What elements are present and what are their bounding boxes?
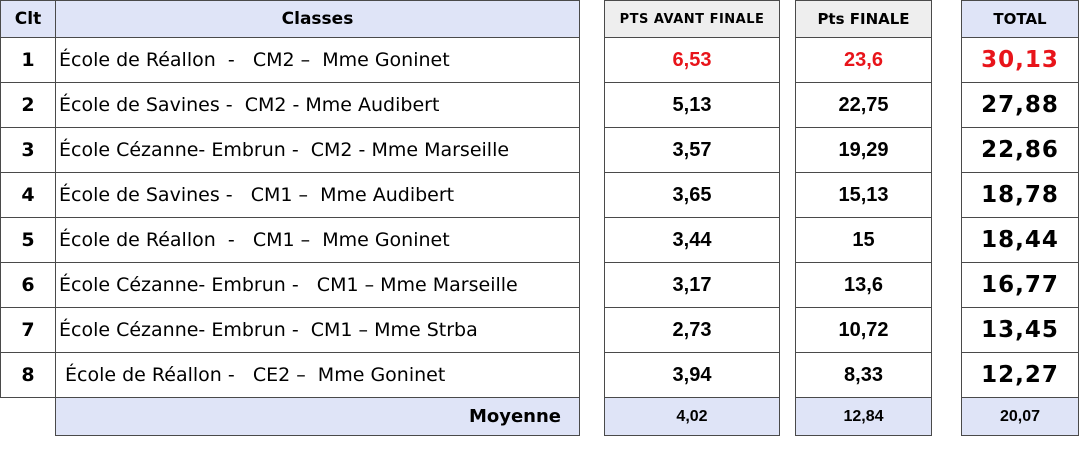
pts-finale-cell: 15,13 — [795, 172, 932, 218]
table-row: 7 École Cézanne- Embrun - CM1 – Mme Strba — [0, 307, 580, 353]
table-row: 1 École de Réallon - CM2 – Mme Goninet — [0, 37, 580, 83]
table-row: 10,72 — [795, 307, 932, 353]
class-name-cell: École de Savines - CM1 – Mme Audibert — [55, 172, 580, 218]
table-row: 3,44 — [604, 217, 780, 263]
table-row: 27,88 — [961, 82, 1079, 128]
table-row: 4 École de Savines - CM1 – Mme Audibert — [0, 172, 580, 218]
table-row: 2,73 — [604, 307, 780, 353]
table-row: 3 École Cézanne- Embrun - CM2 - Mme Marse… — [0, 127, 580, 173]
pts-avant-cell: 5,13 — [604, 82, 780, 128]
header-row: Clt Classes — [0, 0, 580, 38]
total-table: TOTAL 30,13 27,88 22,86 18,78 18,44 16,77 13,4… — [961, 0, 1079, 436]
header-total: TOTAL — [961, 0, 1079, 38]
total-cell: 27,88 — [961, 82, 1079, 128]
table-row: 15,13 — [795, 172, 932, 218]
table-row: 22,75 — [795, 82, 932, 128]
class-name-cell: École de Réallon - CM2 – Mme Goninet — [55, 37, 580, 83]
table-row: 3,57 — [604, 127, 780, 173]
table-row: 12,27 — [961, 352, 1079, 398]
class-name-cell: École Cézanne- Embrun - CM2 - Mme Marsei… — [55, 127, 580, 173]
rank-cell: 8 — [0, 352, 56, 398]
rank-cell: 3 — [0, 127, 56, 173]
table-row: 3,94 — [604, 352, 780, 398]
footer-avant: 4,02 — [604, 397, 780, 436]
table-row: 18,78 — [961, 172, 1079, 218]
class-name-cell: École Cézanne- Embrun - CM1 – Mme Strba — [55, 307, 580, 353]
pts-finale-cell: 23,6 — [795, 37, 932, 83]
table-row: 8 École de Réallon - CE2 – Mme Goninet — [0, 352, 580, 398]
class-name-cell: École Cézanne- Embrun - CM1 – Mme Marsei… — [55, 262, 580, 308]
class-name-cell: École de Savines - CM2 - Mme Audibert — [55, 82, 580, 128]
table-row: 3,17 — [604, 262, 780, 308]
total-cell: 13,45 — [961, 307, 1079, 353]
pts-avant-cell: 3,17 — [604, 262, 780, 308]
header-pts-avant: PTS AVANT FINALE — [604, 0, 780, 38]
pts-finale-cell: 13,6 — [795, 262, 932, 308]
ranking-table: Clt Classes 1 École de Réallon - CM2 – Mm… — [0, 0, 580, 436]
header-pts-finale: Pts FINALE — [795, 0, 932, 38]
pts-avant-cell: 3,57 — [604, 127, 780, 173]
total-cell: 16,77 — [961, 262, 1079, 308]
rank-cell: 4 — [0, 172, 56, 218]
footer-finale: 12,84 — [795, 397, 932, 436]
pts-finale-table: Pts FINALE 23,6 22,75 19,29 15,13 15 13,6 10,7… — [795, 0, 932, 436]
rank-cell: 2 — [0, 82, 56, 128]
header-classes: Classes — [55, 0, 580, 38]
total-cell: 18,78 — [961, 172, 1079, 218]
rank-cell: 1 — [0, 37, 56, 83]
pts-avant-cell: 6,53 — [604, 37, 780, 83]
pts-avant-cell: 2,73 — [604, 307, 780, 353]
table-row: 8,33 — [795, 352, 932, 398]
pts-finale-cell: 15 — [795, 217, 932, 263]
table-row: 15 — [795, 217, 932, 263]
table-row: 6,53 — [604, 37, 780, 83]
total-cell: 30,13 — [961, 37, 1079, 83]
table-row: 13,45 — [961, 307, 1079, 353]
class-name-cell: École de Réallon - CE2 – Mme Goninet — [55, 352, 580, 398]
total-cell: 12,27 — [961, 352, 1079, 398]
rank-cell: 5 — [0, 217, 56, 263]
table-row: 18,44 — [961, 217, 1079, 263]
pts-avant-cell: 3,65 — [604, 172, 780, 218]
table-row: 6 École Cézanne- Embrun - CM1 – Mme Marse… — [0, 262, 580, 308]
footer-row: Moyenne — [1, 397, 580, 436]
rank-cell: 6 — [0, 262, 56, 308]
footer-label: Moyenne — [55, 397, 580, 436]
pts-avant-table: PTS AVANT FINALE 6,53 5,13 3,57 3,65 3,44 3,1… — [604, 0, 780, 436]
pts-finale-cell: 22,75 — [795, 82, 932, 128]
class-name-cell: École de Réallon - CM1 – Mme Goninet — [55, 217, 580, 263]
pts-finale-cell: 19,29 — [795, 127, 932, 173]
table-row: 22,86 — [961, 127, 1079, 173]
table-row: 2 École de Savines - CM2 - Mme Audibert — [0, 82, 580, 128]
table-row: 3,65 — [604, 172, 780, 218]
rank-cell: 7 — [0, 307, 56, 353]
header-rank: Clt — [0, 0, 56, 38]
table-row: 16,77 — [961, 262, 1079, 308]
footer-total: 20,07 — [961, 397, 1079, 436]
pts-avant-cell: 3,44 — [604, 217, 780, 263]
pts-avant-cell: 3,94 — [604, 352, 780, 398]
total-cell: 22,86 — [961, 127, 1079, 173]
table-row: 19,29 — [795, 127, 932, 173]
total-cell: 18,44 — [961, 217, 1079, 263]
table-row: 5 École de Réallon - CM1 – Mme Goninet — [0, 217, 580, 263]
table-row: 30,13 — [961, 37, 1079, 83]
footer-blank — [1, 398, 56, 436]
pts-finale-cell: 8,33 — [795, 352, 932, 398]
table-row: 23,6 — [795, 37, 932, 83]
pts-finale-cell: 10,72 — [795, 307, 932, 353]
table-row: 13,6 — [795, 262, 932, 308]
table-row: 5,13 — [604, 82, 780, 128]
